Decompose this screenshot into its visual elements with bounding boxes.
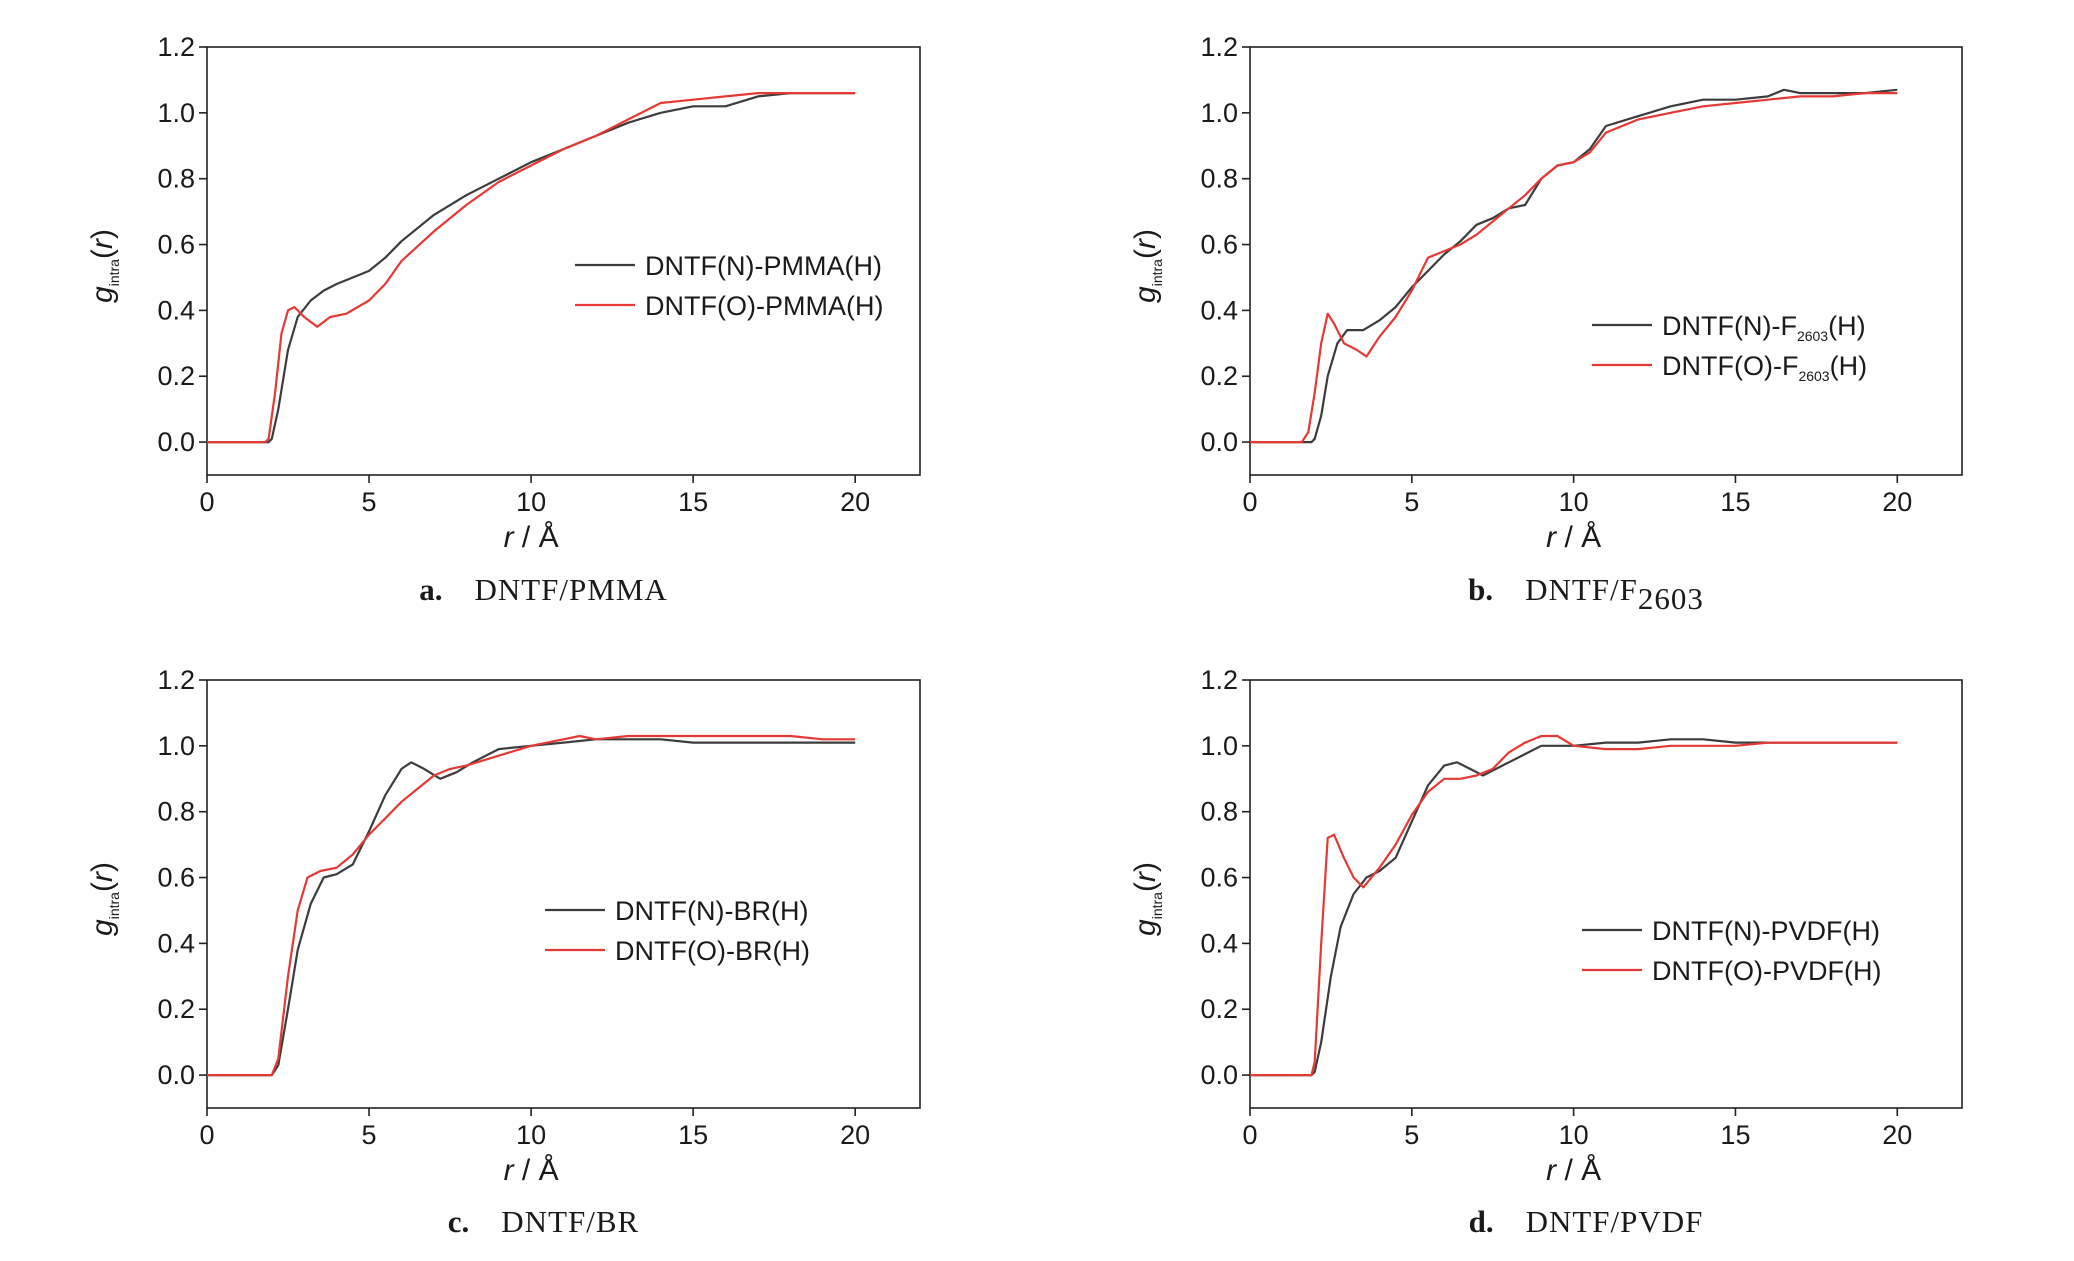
legend-label: DNTF(O)-BR(H) [615,936,810,966]
legend-label: DNTF(O)-PMMA(H) [645,291,883,321]
x-tick-label: 15 [1720,1120,1750,1150]
caption-subscript: 2603 [1638,581,1704,616]
series-line-o [207,734,856,1077]
x-axis-title: r / Å [504,521,559,554]
y-tick-label: 0.8 [157,797,195,827]
y-tick-label: 0.2 [157,994,195,1024]
y-tick-label: 1.0 [1200,731,1238,761]
y-axis-title: gintra(r) [1129,862,1165,936]
y-tick-label: 0.4 [1200,928,1238,958]
x-tick-label: 5 [1404,487,1419,517]
legend-label: DNTF(O)-F2603(H) [1662,351,1867,384]
y-tick-label: 1.2 [1200,32,1238,62]
y-tick-label: 0.6 [157,863,195,893]
series-line-n [207,738,856,1077]
x-tick-label: 5 [1404,1120,1419,1150]
x-tick-label: 20 [1882,487,1912,517]
panel-caption: d. DNTF/PVDF [1469,1204,1704,1239]
plot-frame [1249,679,1963,1109]
x-tick-label: 0 [199,487,214,517]
y-tick-label: 0.0 [1200,1060,1238,1090]
x-tick-label: 10 [516,1120,546,1150]
series-line-n [1250,738,1898,1077]
y-tick-label: 0.8 [1200,797,1238,827]
y-tick-label: 0.0 [157,1060,195,1090]
chart-panel-d: 0.0 0.2 0.4 0.6 0.8 1.0 1.2 0 5 10 15 20 r / Å gintra… [1129,665,1963,1239]
legend-label: DNTF(N)-BR(H) [615,896,808,926]
y-tick-label: 0.6 [157,230,195,260]
panel-caption: c. DNTF/BR [448,1204,639,1239]
y-axis-title: gintra(r) [86,862,122,936]
chart-panel-a: 0.0 0.2 0.4 0.6 0.8 1.0 1.2 0 5 10 15 20 r / Å gintra… [86,32,921,607]
caption-letter: a. [419,572,442,607]
x-axis-title: r / Å [504,1154,559,1187]
y-tick-label: 1.2 [157,665,195,695]
y-tick-label: 0.2 [1200,994,1238,1024]
y-axis-title: gintra(r) [86,229,122,303]
y-tick-label: 0.4 [157,295,195,325]
x-tick-label: 10 [516,487,546,517]
legend-label: DNTF(N)-PVDF(H) [1652,916,1880,946]
caption-text: DNTF/PMMA [442,572,667,607]
series-line-n [207,91,856,444]
y-tick-label: 0.6 [1200,230,1238,260]
chart-panel-b: 0.0 0.2 0.4 0.6 0.8 1.0 1.2 0 5 10 15 20 r / Å gintra… [1129,32,1963,616]
series-line-n [1250,88,1898,444]
y-axis-title: gintra(r) [1129,229,1165,303]
x-tick-label: 10 [1559,487,1589,517]
panel-caption: b. DNTF/F2603 [1468,572,1704,616]
legend-label: DNTF(O)-PVDF(H) [1652,956,1881,986]
panel-caption: a. DNTF/PMMA [419,572,668,607]
y-tick-label: 1.2 [157,32,195,62]
chart-panel-c: 0.0 0.2 0.4 0.6 0.8 1.0 1.2 0 5 10 15 20 r / Å gintra… [86,665,921,1239]
caption-letter: b. [1468,572,1493,607]
series-line-o [1250,91,1898,444]
x-tick-label: 0 [1242,1120,1257,1150]
x-tick-label: 15 [678,1120,708,1150]
y-tick-label: 0.2 [1200,361,1238,391]
caption-letter: d. [1469,1204,1494,1239]
y-tick-label: 0.4 [1200,295,1238,325]
x-axis-title: r / Å [1546,1154,1601,1187]
y-tick-label: 0.6 [1200,863,1238,893]
x-tick-label: 10 [1559,1120,1589,1150]
y-tick-label: 1.0 [157,98,195,128]
x-tick-label: 0 [1242,487,1257,517]
x-tick-label: 15 [678,487,708,517]
x-tick-label: 20 [1882,1120,1912,1150]
x-tick-label: 0 [199,1120,214,1150]
caption-text: DNTF/BR [469,1204,639,1239]
y-tick-label: 0.0 [157,427,195,457]
plot-frame [1249,46,1963,476]
x-tick-label: 15 [1720,487,1750,517]
x-tick-label: 20 [840,1120,870,1150]
legend-label: DNTF(N)-PMMA(H) [645,251,882,281]
caption-letter: c. [448,1204,470,1239]
plot-frame [206,679,921,1109]
x-axis-title: r / Å [1546,521,1601,554]
y-tick-label: 0.2 [157,361,195,391]
y-tick-label: 1.2 [1200,665,1238,695]
series-line-o [1250,734,1898,1077]
y-tick-label: 0.8 [157,164,195,194]
y-tick-label: 0.8 [1200,164,1238,194]
y-tick-label: 0.4 [157,928,195,958]
y-tick-label: 0.0 [1200,427,1238,457]
plot-frame [206,46,921,476]
caption-text: DNTF/F [1493,572,1638,607]
y-tick-label: 1.0 [157,731,195,761]
x-tick-label: 20 [840,487,870,517]
x-tick-label: 5 [362,487,377,517]
series-line-o [207,91,856,444]
caption-text: DNTF/PVDF [1494,1204,1704,1239]
legend-label: DNTF(N)-F2603(H) [1662,311,1866,344]
y-tick-label: 1.0 [1200,98,1238,128]
x-tick-label: 5 [362,1120,377,1150]
